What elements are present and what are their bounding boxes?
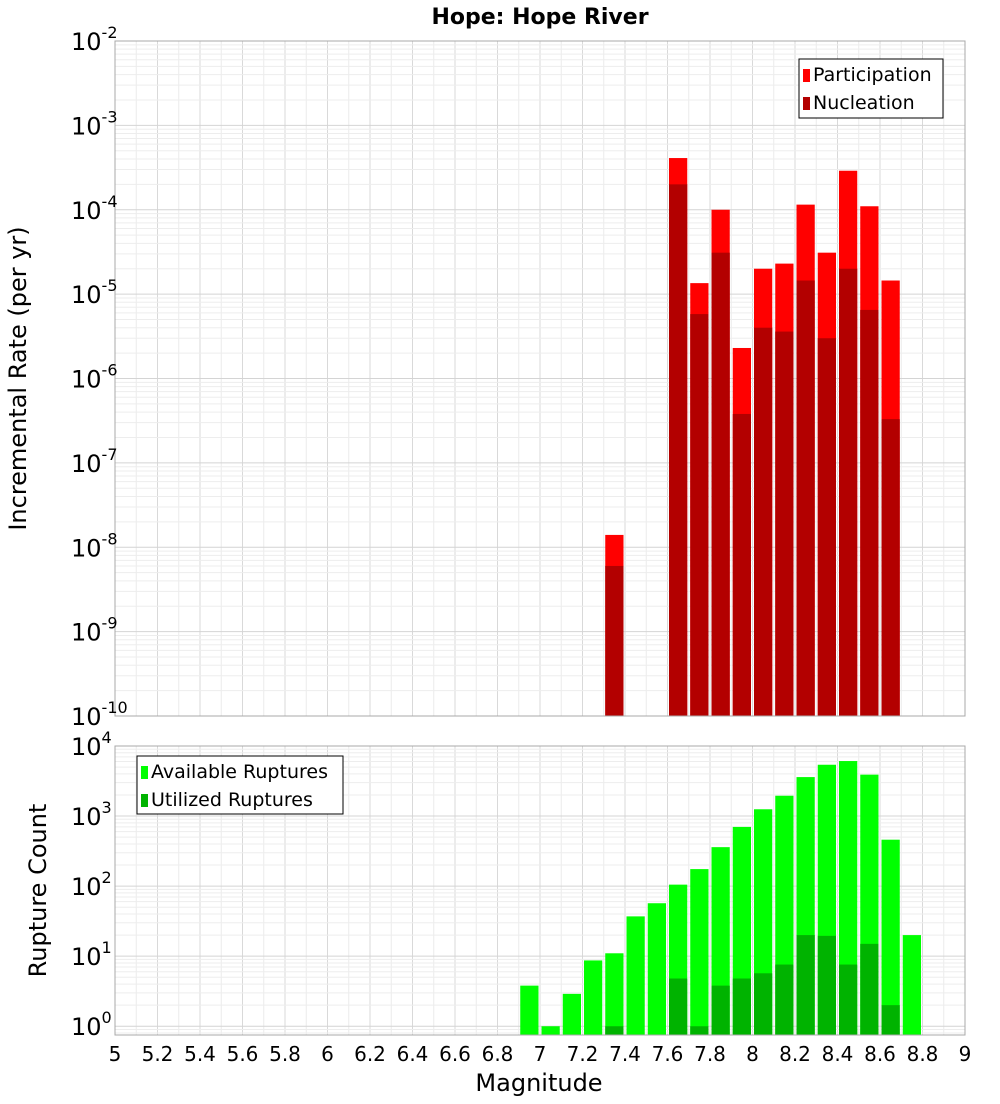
y-tick-label: 102 xyxy=(71,868,112,901)
bar xyxy=(796,935,815,1035)
x-tick-label: 5.2 xyxy=(142,1042,174,1066)
bar xyxy=(541,1026,560,1035)
bar xyxy=(711,985,730,1035)
bar xyxy=(690,314,709,716)
x-tick-label: 6 xyxy=(321,1042,334,1066)
x-tick-label: 5.8 xyxy=(269,1042,301,1066)
bar xyxy=(796,280,815,716)
gridlines xyxy=(114,40,966,717)
y-tick-label: 10-6 xyxy=(71,361,118,394)
bar xyxy=(584,960,603,1035)
bar xyxy=(839,964,858,1035)
bar xyxy=(690,1026,709,1035)
x-tick-label: 8.6 xyxy=(864,1042,896,1066)
series-nucleation xyxy=(605,184,900,717)
bar xyxy=(860,309,879,716)
bar xyxy=(690,869,709,1035)
bar xyxy=(669,978,688,1035)
y-tick-label: 103 xyxy=(71,798,112,831)
x-tick-label: 5 xyxy=(109,1042,122,1066)
x-tick-label: 5.6 xyxy=(227,1042,259,1066)
legend-swatch xyxy=(803,97,810,110)
y-tick-label: 10-4 xyxy=(71,192,118,225)
legend: Available Ruptures Utilized Ruptures xyxy=(136,755,344,815)
x-axis-label: Magnitude xyxy=(475,1069,602,1097)
x-tick-label: 6.6 xyxy=(439,1042,471,1066)
bar xyxy=(754,327,773,716)
y-tick-label: 10-2 xyxy=(71,23,118,56)
bar xyxy=(711,252,730,716)
bar xyxy=(669,184,688,717)
x-tick-label: 7.8 xyxy=(694,1042,726,1066)
legend-label: Participation xyxy=(813,64,932,86)
bar xyxy=(817,338,836,716)
x-tick-label: 9 xyxy=(959,1042,972,1066)
x-tick-label: 8.8 xyxy=(907,1042,939,1066)
bar xyxy=(562,993,581,1035)
chart-title: Hope: Hope River xyxy=(431,5,648,30)
bar xyxy=(732,978,751,1035)
bar xyxy=(817,935,836,1035)
legend-box xyxy=(136,755,344,815)
y-tick-label: 10-10 xyxy=(71,698,128,731)
bar xyxy=(605,953,624,1035)
plot-frame xyxy=(114,745,966,1036)
legend-label: Available Ruptures xyxy=(151,761,328,783)
bar xyxy=(626,916,645,1035)
legend: Participation Nucleation xyxy=(798,58,944,119)
legend-box xyxy=(798,58,944,119)
bar xyxy=(775,331,794,716)
x-tick-label: 8.2 xyxy=(779,1042,811,1066)
y-tick-label: 101 xyxy=(71,938,112,971)
bar xyxy=(605,1026,624,1035)
legend-swatch xyxy=(141,794,148,807)
chart-panel-1: 10-10 10-9 10-8 10-7 10-6 10-5 10-4 10-3 10-2 Inc… xyxy=(4,5,966,731)
y-tick-label: 10-5 xyxy=(71,276,118,309)
bar xyxy=(732,413,751,716)
x-tick-label: 6.4 xyxy=(397,1042,429,1066)
x-tick-label: 6.2 xyxy=(354,1042,386,1066)
y-axis-label: Incremental Rate (per yr) xyxy=(4,226,32,530)
series-available-ruptures xyxy=(520,761,921,1035)
bar xyxy=(647,903,666,1035)
chart-panel-2: 100 101 102 103 104 Rupture Count 5 5.2 5.4 5.6 5.… xyxy=(24,728,971,1097)
y-tick-label: 10-3 xyxy=(71,107,118,140)
x-tick-label: 5.4 xyxy=(184,1042,216,1066)
bar xyxy=(881,419,900,716)
bar xyxy=(860,943,879,1035)
x-tick-label: 8 xyxy=(746,1042,759,1066)
y-axis-label: Rupture Count xyxy=(24,804,52,978)
x-tick-label: 7.2 xyxy=(567,1042,599,1066)
plot-frame xyxy=(114,40,966,717)
bar xyxy=(520,985,539,1035)
y-tick-label: 100 xyxy=(71,1008,112,1041)
x-tick-label: 7.4 xyxy=(609,1042,641,1066)
x-tick-label: 7.6 xyxy=(652,1042,684,1066)
bar xyxy=(881,839,900,1035)
y-tick-label: 10-9 xyxy=(71,614,118,647)
legend-label: Nucleation xyxy=(813,92,915,114)
bar xyxy=(775,964,794,1035)
x-tick-label: 8.4 xyxy=(822,1042,854,1066)
bar xyxy=(881,1005,900,1035)
legend-swatch xyxy=(803,69,810,82)
y-tick-label: 10-7 xyxy=(71,445,118,478)
x-tick-label: 7 xyxy=(534,1042,547,1066)
bar xyxy=(605,565,624,716)
bar xyxy=(839,268,858,716)
y-tick-label: 104 xyxy=(71,728,112,761)
legend-label: Utilized Ruptures xyxy=(151,789,313,811)
bar xyxy=(902,935,921,1035)
x-tick-label: 6.8 xyxy=(482,1042,514,1066)
y-tick-label: 10-8 xyxy=(71,529,118,562)
series-utilized-ruptures xyxy=(605,935,900,1035)
bar xyxy=(754,973,773,1035)
legend-swatch xyxy=(141,766,148,779)
